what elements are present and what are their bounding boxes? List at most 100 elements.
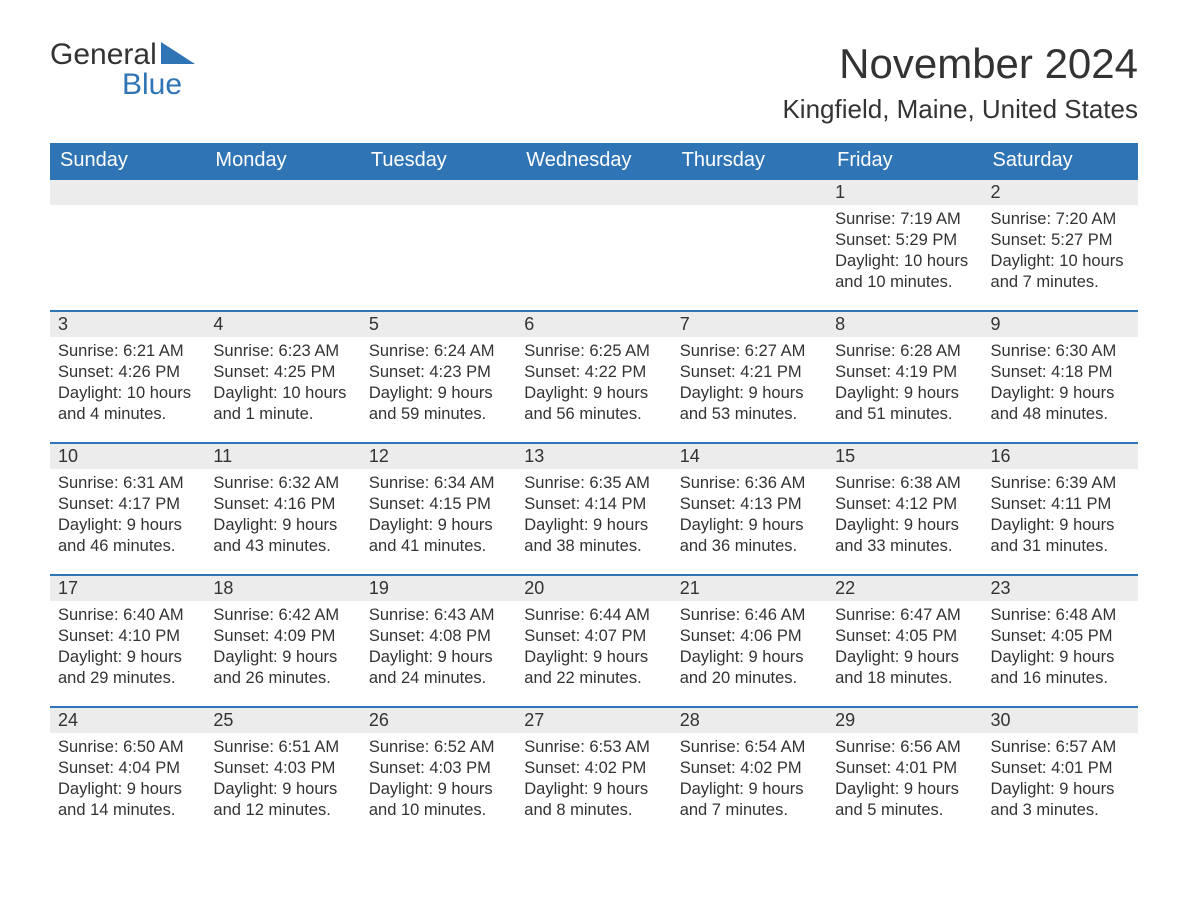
day-daylight: Daylight: 9 hours and 38 minutes. [524, 515, 663, 557]
calendar-cell: 16Sunrise: 6:39 AMSunset: 4:11 PMDayligh… [983, 442, 1138, 574]
calendar-cell: 27Sunrise: 6:53 AMSunset: 4:02 PMDayligh… [516, 706, 671, 838]
day-daylight: Daylight: 9 hours and 3 minutes. [991, 779, 1130, 821]
day-details: Sunrise: 6:43 AMSunset: 4:08 PMDaylight:… [361, 601, 516, 697]
day-daylight: Daylight: 9 hours and 16 minutes. [991, 647, 1130, 689]
day-daylight: Daylight: 10 hours and 4 minutes. [58, 383, 197, 425]
day-number: 11 [205, 442, 360, 469]
day-sunset: Sunset: 4:02 PM [680, 758, 819, 779]
day-details: Sunrise: 6:46 AMSunset: 4:06 PMDaylight:… [672, 601, 827, 697]
day-daylight: Daylight: 9 hours and 20 minutes. [680, 647, 819, 689]
day-sunrise: Sunrise: 6:47 AM [835, 605, 974, 626]
day-details: Sunrise: 6:31 AMSunset: 4:17 PMDaylight:… [50, 469, 205, 565]
day-details: Sunrise: 6:48 AMSunset: 4:05 PMDaylight:… [983, 601, 1138, 697]
day-sunrise: Sunrise: 6:35 AM [524, 473, 663, 494]
calendar-cell: 21Sunrise: 6:46 AMSunset: 4:06 PMDayligh… [672, 574, 827, 706]
day-sunset: Sunset: 4:16 PM [213, 494, 352, 515]
day-details: Sunrise: 6:30 AMSunset: 4:18 PMDaylight:… [983, 337, 1138, 433]
day-sunrise: Sunrise: 6:56 AM [835, 737, 974, 758]
calendar-cell: 30Sunrise: 6:57 AMSunset: 4:01 PMDayligh… [983, 706, 1138, 838]
day-daylight: Daylight: 9 hours and 5 minutes. [835, 779, 974, 821]
day-sunset: Sunset: 4:03 PM [213, 758, 352, 779]
day-sunrise: Sunrise: 6:21 AM [58, 341, 197, 362]
day-daylight: Daylight: 9 hours and 31 minutes. [991, 515, 1130, 557]
day-details: Sunrise: 6:42 AMSunset: 4:09 PMDaylight:… [205, 601, 360, 697]
day-details: Sunrise: 6:32 AMSunset: 4:16 PMDaylight:… [205, 469, 360, 565]
day-details: Sunrise: 6:39 AMSunset: 4:11 PMDaylight:… [983, 469, 1138, 565]
day-sunrise: Sunrise: 6:32 AM [213, 473, 352, 494]
day-number: 18 [205, 574, 360, 601]
calendar-head: SundayMondayTuesdayWednesdayThursdayFrid… [50, 143, 1138, 178]
day-details: Sunrise: 6:23 AMSunset: 4:25 PMDaylight:… [205, 337, 360, 433]
calendar-cell: 7Sunrise: 6:27 AMSunset: 4:21 PMDaylight… [672, 310, 827, 442]
day-sunrise: Sunrise: 6:51 AM [213, 737, 352, 758]
day-sunrise: Sunrise: 6:28 AM [835, 341, 974, 362]
weekday-header: Thursday [672, 143, 827, 178]
day-details: Sunrise: 6:57 AMSunset: 4:01 PMDaylight:… [983, 733, 1138, 829]
day-sunrise: Sunrise: 6:54 AM [680, 737, 819, 758]
day-sunset: Sunset: 4:17 PM [58, 494, 197, 515]
calendar-cell: 29Sunrise: 6:56 AMSunset: 4:01 PMDayligh… [827, 706, 982, 838]
day-daylight: Daylight: 9 hours and 51 minutes. [835, 383, 974, 425]
day-number: . [361, 178, 516, 205]
day-sunset: Sunset: 4:15 PM [369, 494, 508, 515]
day-sunset: Sunset: 4:05 PM [991, 626, 1130, 647]
day-sunset: Sunset: 4:01 PM [835, 758, 974, 779]
day-number: . [672, 178, 827, 205]
day-daylight: Daylight: 9 hours and 26 minutes. [213, 647, 352, 689]
calendar-cell: 8Sunrise: 6:28 AMSunset: 4:19 PMDaylight… [827, 310, 982, 442]
calendar-table: SundayMondayTuesdayWednesdayThursdayFrid… [50, 143, 1138, 838]
day-daylight: Daylight: 9 hours and 56 minutes. [524, 383, 663, 425]
day-daylight: Daylight: 10 hours and 1 minute. [213, 383, 352, 425]
day-daylight: Daylight: 9 hours and 18 minutes. [835, 647, 974, 689]
day-details: Sunrise: 6:50 AMSunset: 4:04 PMDaylight:… [50, 733, 205, 829]
day-sunrise: Sunrise: 6:25 AM [524, 341, 663, 362]
calendar-cell: 11Sunrise: 6:32 AMSunset: 4:16 PMDayligh… [205, 442, 360, 574]
calendar-cell: 10Sunrise: 6:31 AMSunset: 4:17 PMDayligh… [50, 442, 205, 574]
day-details: Sunrise: 6:51 AMSunset: 4:03 PMDaylight:… [205, 733, 360, 829]
calendar-cell: 2Sunrise: 7:20 AMSunset: 5:27 PMDaylight… [983, 178, 1138, 310]
calendar-cell: 4Sunrise: 6:23 AMSunset: 4:25 PMDaylight… [205, 310, 360, 442]
calendar-week: 17Sunrise: 6:40 AMSunset: 4:10 PMDayligh… [50, 574, 1138, 706]
day-details: Sunrise: 6:34 AMSunset: 4:15 PMDaylight:… [361, 469, 516, 565]
day-daylight: Daylight: 10 hours and 10 minutes. [835, 251, 974, 293]
calendar-cell: . [361, 178, 516, 310]
calendar-cell: . [672, 178, 827, 310]
day-details: Sunrise: 6:52 AMSunset: 4:03 PMDaylight:… [361, 733, 516, 829]
day-sunset: Sunset: 4:13 PM [680, 494, 819, 515]
day-details: Sunrise: 6:36 AMSunset: 4:13 PMDaylight:… [672, 469, 827, 565]
day-details: Sunrise: 6:47 AMSunset: 4:05 PMDaylight:… [827, 601, 982, 697]
day-number: 13 [516, 442, 671, 469]
calendar-cell: 5Sunrise: 6:24 AMSunset: 4:23 PMDaylight… [361, 310, 516, 442]
calendar-cell: 23Sunrise: 6:48 AMSunset: 4:05 PMDayligh… [983, 574, 1138, 706]
day-sunset: Sunset: 5:27 PM [991, 230, 1130, 251]
day-daylight: Daylight: 9 hours and 8 minutes. [524, 779, 663, 821]
location: Kingfield, Maine, United States [782, 94, 1138, 125]
calendar-cell: 19Sunrise: 6:43 AMSunset: 4:08 PMDayligh… [361, 574, 516, 706]
day-number: 20 [516, 574, 671, 601]
day-number: 9 [983, 310, 1138, 337]
calendar-cell: 13Sunrise: 6:35 AMSunset: 4:14 PMDayligh… [516, 442, 671, 574]
calendar-cell: 9Sunrise: 6:30 AMSunset: 4:18 PMDaylight… [983, 310, 1138, 442]
day-sunrise: Sunrise: 6:52 AM [369, 737, 508, 758]
day-details: Sunrise: 6:38 AMSunset: 4:12 PMDaylight:… [827, 469, 982, 565]
day-sunset: Sunset: 4:09 PM [213, 626, 352, 647]
weekday-header: Wednesday [516, 143, 671, 178]
day-number: 21 [672, 574, 827, 601]
day-number: 8 [827, 310, 982, 337]
day-sunrise: Sunrise: 6:53 AM [524, 737, 663, 758]
day-sunrise: Sunrise: 6:40 AM [58, 605, 197, 626]
day-number: 26 [361, 706, 516, 733]
calendar-cell: 14Sunrise: 6:36 AMSunset: 4:13 PMDayligh… [672, 442, 827, 574]
day-daylight: Daylight: 9 hours and 14 minutes. [58, 779, 197, 821]
day-details: Sunrise: 6:40 AMSunset: 4:10 PMDaylight:… [50, 601, 205, 697]
day-sunrise: Sunrise: 6:24 AM [369, 341, 508, 362]
day-sunset: Sunset: 4:25 PM [213, 362, 352, 383]
calendar-cell: 28Sunrise: 6:54 AMSunset: 4:02 PMDayligh… [672, 706, 827, 838]
day-sunset: Sunset: 4:02 PM [524, 758, 663, 779]
day-details: Sunrise: 6:28 AMSunset: 4:19 PMDaylight:… [827, 337, 982, 433]
day-number: . [205, 178, 360, 205]
day-sunset: Sunset: 4:22 PM [524, 362, 663, 383]
day-daylight: Daylight: 9 hours and 10 minutes. [369, 779, 508, 821]
weekday-header: Sunday [50, 143, 205, 178]
day-sunset: Sunset: 4:19 PM [835, 362, 974, 383]
